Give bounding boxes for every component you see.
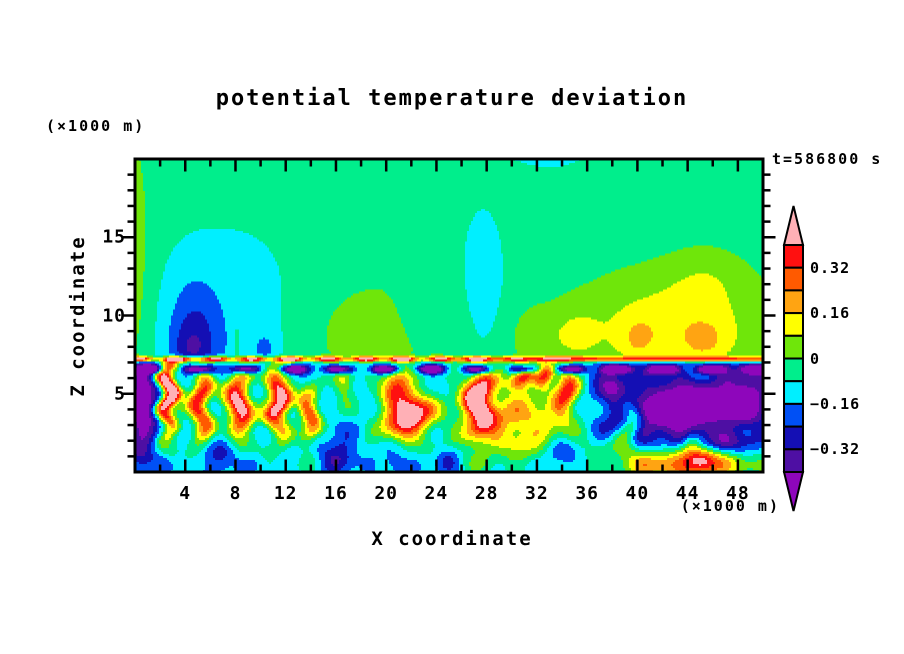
x-tick-label: 36	[575, 483, 600, 504]
chart-title: potential temperature deviation	[215, 86, 689, 111]
colorbar-tick-label: 0.32	[810, 258, 851, 277]
x-tick-label: 12	[273, 483, 298, 504]
x-tick-label: 20	[374, 483, 399, 504]
z-tick-label: 10	[102, 305, 126, 326]
x-tick-label: 40	[625, 483, 650, 504]
contour-field-canvas	[135, 159, 763, 472]
x-tick-label: 24	[424, 483, 449, 504]
colorbar-cell	[783, 244, 804, 269]
x-tick-label: 32	[525, 483, 549, 504]
x-tick-label: 28	[474, 483, 499, 504]
colorbar-tick-label: −0.32	[810, 440, 861, 459]
z-axis-label: Z coordinate	[67, 235, 89, 397]
colorbar-cell	[783, 266, 804, 292]
colorbar-cell	[783, 425, 804, 451]
colorbar-arrow-down	[782, 471, 805, 512]
x-axis-units-label: (×1000 m)	[680, 497, 780, 515]
colorbar-cell	[783, 402, 804, 428]
colorbar-tick-label: 0.16	[810, 304, 851, 323]
colorbar-cell	[783, 334, 804, 360]
colorbar-tick-label: −0.16	[810, 394, 861, 413]
x-tick-label: 4	[179, 483, 192, 504]
colorbar-cell	[783, 448, 804, 473]
z-tick-label: 15	[102, 226, 126, 248]
colorbar-tick-label: 0	[810, 349, 821, 368]
colorbar-cell	[783, 289, 804, 315]
z-axis-units-label: (×1000 m)	[46, 117, 146, 135]
colorbar-cell	[783, 380, 804, 405]
x-tick-label: 8	[229, 483, 242, 504]
colorbar-cell	[783, 357, 804, 383]
colorbar-cell	[783, 312, 804, 337]
x-axis-label: X coordinate	[371, 528, 533, 550]
colorbar-arrow-up	[782, 205, 805, 246]
z-tick-label: 5	[114, 383, 126, 405]
timestamp-label: t=586800 s	[772, 150, 883, 168]
x-tick-label: 16	[324, 483, 348, 504]
